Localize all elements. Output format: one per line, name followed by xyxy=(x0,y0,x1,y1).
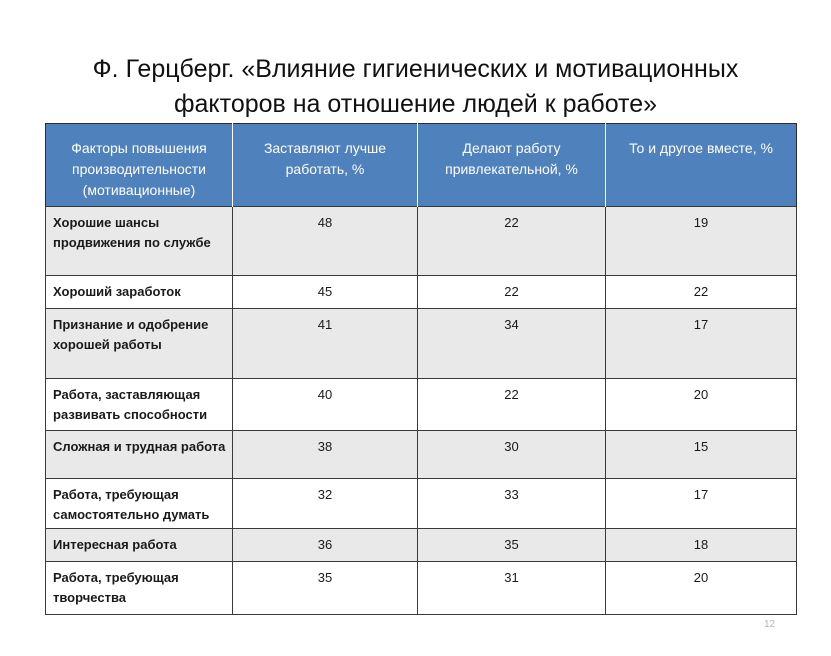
attractive-cell: 34 xyxy=(417,308,606,379)
both-cell: 17 xyxy=(605,308,797,379)
table-row: Признание и одобрение хорошей работы 41 … xyxy=(45,308,797,379)
factor-cell: Работа, требующая творчества xyxy=(45,561,233,615)
work-better-cell: 40 xyxy=(232,378,418,431)
attractive-cell: 35 xyxy=(417,528,606,562)
both-cell: 17 xyxy=(605,478,797,529)
herzberg-factors-table: Факторы повышения производительности (мо… xyxy=(45,123,797,615)
table-row: Хорошие шансы продвижения по службе 48 2… xyxy=(45,206,797,276)
work-better-cell: 45 xyxy=(232,275,418,309)
table-row: Интересная работа 36 35 18 xyxy=(45,528,797,562)
factor-cell: Признание и одобрение хорошей работы xyxy=(45,308,233,379)
header-factors: Факторы повышения производительности (мо… xyxy=(45,123,233,207)
factor-cell: Работа, заставляющая развивать способнос… xyxy=(45,378,233,431)
attractive-cell: 22 xyxy=(417,378,606,431)
page-number: 12 xyxy=(764,619,776,630)
work-better-cell: 35 xyxy=(232,561,418,615)
factor-cell: Интересная работа xyxy=(45,528,233,562)
factor-cell: Хорошие шансы продвижения по службе xyxy=(45,206,233,276)
table-row: Сложная и трудная работа 38 30 15 xyxy=(45,430,797,479)
slide-title-line-1: Ф. Герцберг. «Влияние гигиенических и мо… xyxy=(92,55,739,83)
attractive-cell: 31 xyxy=(417,561,606,615)
both-cell: 20 xyxy=(605,378,797,431)
both-cell: 22 xyxy=(605,275,797,309)
factor-cell: Хороший заработок xyxy=(45,275,233,309)
factor-cell: Сложная и трудная работа xyxy=(45,430,233,479)
both-cell: 15 xyxy=(605,430,797,479)
table-row: Работа, заставляющая развивать способнос… xyxy=(45,378,797,431)
table-row: Хороший заработок 45 22 22 xyxy=(45,275,797,309)
work-better-cell: 48 xyxy=(232,206,418,276)
work-better-cell: 32 xyxy=(232,478,418,529)
work-better-cell: 41 xyxy=(232,308,418,379)
table-row: Работа, требующая самостоятельно думать … xyxy=(45,478,797,529)
both-cell: 20 xyxy=(605,561,797,615)
header-work-better: Заставляют лучше работать, % xyxy=(232,123,418,207)
header-both: То и другое вместе, % xyxy=(605,123,797,207)
both-cell: 19 xyxy=(605,206,797,276)
factor-cell: Работа, требующая самостоятельно думать xyxy=(45,478,233,529)
table-header-row: Факторы повышения производительности (мо… xyxy=(45,123,797,207)
work-better-cell: 38 xyxy=(232,430,418,479)
slide-title: Ф. Герцберг. «Влияние гигиенических и мо… xyxy=(30,52,801,122)
attractive-cell: 33 xyxy=(417,478,606,529)
work-better-cell: 36 xyxy=(232,528,418,562)
attractive-cell: 22 xyxy=(417,206,606,276)
header-attractive: Делают работу привлекательной, % xyxy=(417,123,606,207)
attractive-cell: 30 xyxy=(417,430,606,479)
slide-title-line-2: факторов на отношение людей к работе» xyxy=(173,90,658,118)
attractive-cell: 22 xyxy=(417,275,606,309)
table-row: Работа, требующая творчества 35 31 20 xyxy=(45,561,797,615)
both-cell: 18 xyxy=(605,528,797,562)
